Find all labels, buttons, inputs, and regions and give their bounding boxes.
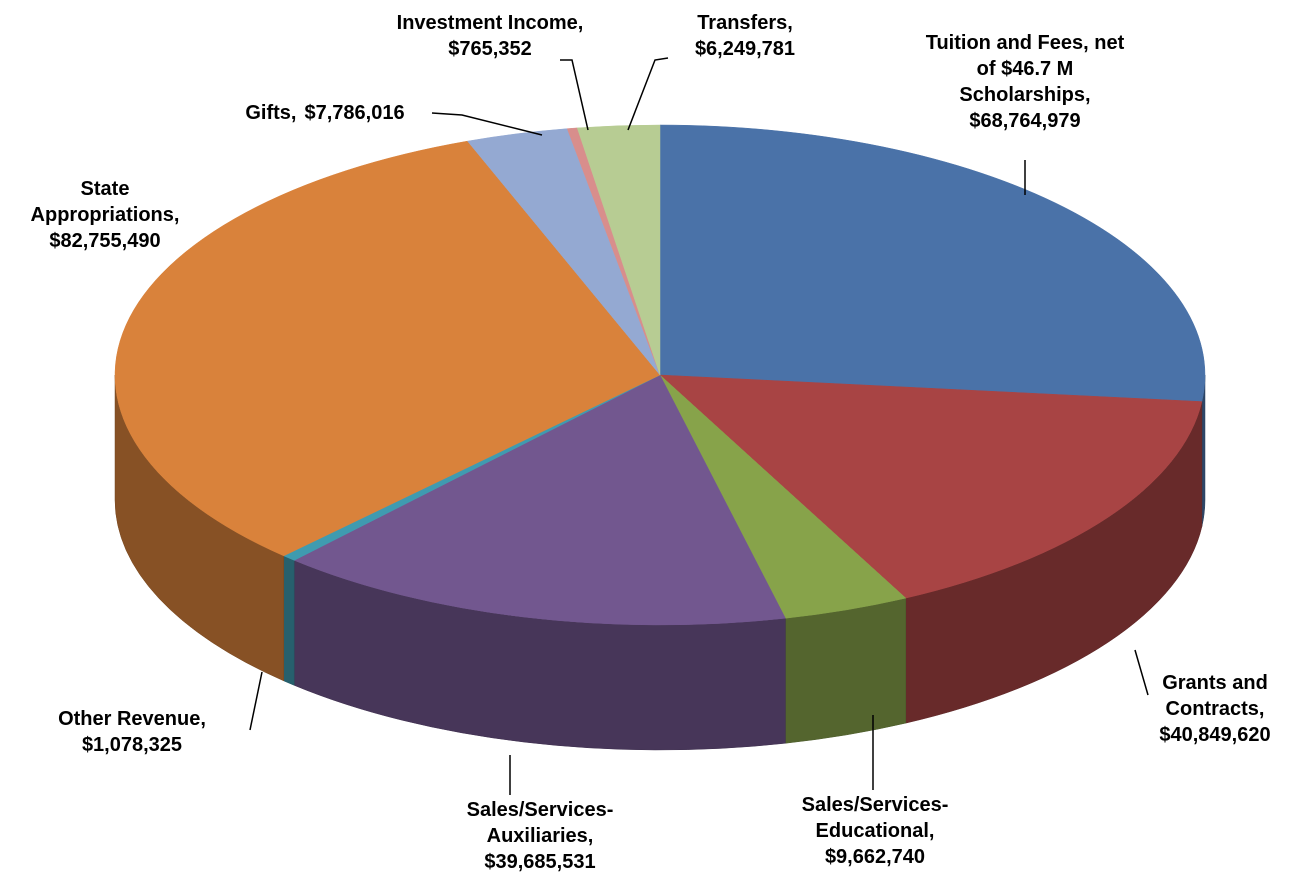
slice-label: Investment Income, $765,352 — [360, 10, 620, 62]
slice-label: Sales/Services-Auxiliaries, $39,685,531 — [440, 797, 640, 875]
leader-lines — [249, 57, 1149, 795]
leader-line — [249, 671, 263, 731]
slice-label: Other Revenue, $1,078,325 — [12, 706, 252, 758]
leader-line — [627, 57, 669, 131]
slice-label: Transfers, $6,249,781 — [645, 10, 845, 62]
slice — [659, 374, 1203, 599]
leader-line — [1134, 649, 1149, 696]
category-label: Tuition and Fees, net of $46.7 M Scholar… — [925, 32, 1125, 106]
slice — [576, 124, 661, 376]
pie-sides — [114, 374, 1206, 751]
slice-side — [283, 555, 295, 686]
slice-label: Tuition and Fees, net of $46.7 M Scholar… — [918, 30, 1133, 134]
category-label: Sales/Services-Educational, — [801, 794, 949, 842]
slice-label: Grants and Contracts, $40,849,620 — [1140, 670, 1290, 748]
value-label: $765,352 — [448, 38, 532, 60]
value-label: $1,078,325 — [81, 734, 183, 756]
value-label: $7,786,016 — [304, 102, 405, 124]
value-label: $68,764,979 — [969, 110, 1081, 132]
leader-line — [560, 59, 589, 131]
value-label: $82,755,490 — [49, 230, 161, 252]
category-label: Sales/Services-Auxiliaries, — [466, 799, 614, 847]
leader-line — [431, 112, 543, 136]
value-label: $6,249,781 — [694, 38, 796, 60]
category-label: State Appropriations, — [30, 178, 180, 226]
slice-label: Sales/Services-Educational, $9,662,740 — [775, 792, 975, 870]
pie-tops — [114, 124, 1206, 626]
slice — [114, 140, 661, 557]
category-label: Gifts, — [245, 102, 297, 124]
slice-side — [785, 597, 907, 744]
slice-label: State Appropriations, $82,755,490 — [5, 176, 205, 254]
category-label: Transfers, — [697, 12, 793, 34]
value-label: $40,849,620 — [1159, 724, 1271, 746]
value-label: $9,662,740 — [824, 846, 926, 868]
category-label: Other Revenue, — [58, 708, 206, 730]
category-label: Investment Income, — [396, 12, 584, 34]
value-label: $39,685,531 — [484, 851, 596, 873]
slice — [293, 374, 786, 626]
category-label: Grants and Contracts, — [1162, 672, 1268, 720]
slice-label: Gifts, $7,786,016 — [175, 100, 475, 126]
slice — [659, 124, 1206, 402]
